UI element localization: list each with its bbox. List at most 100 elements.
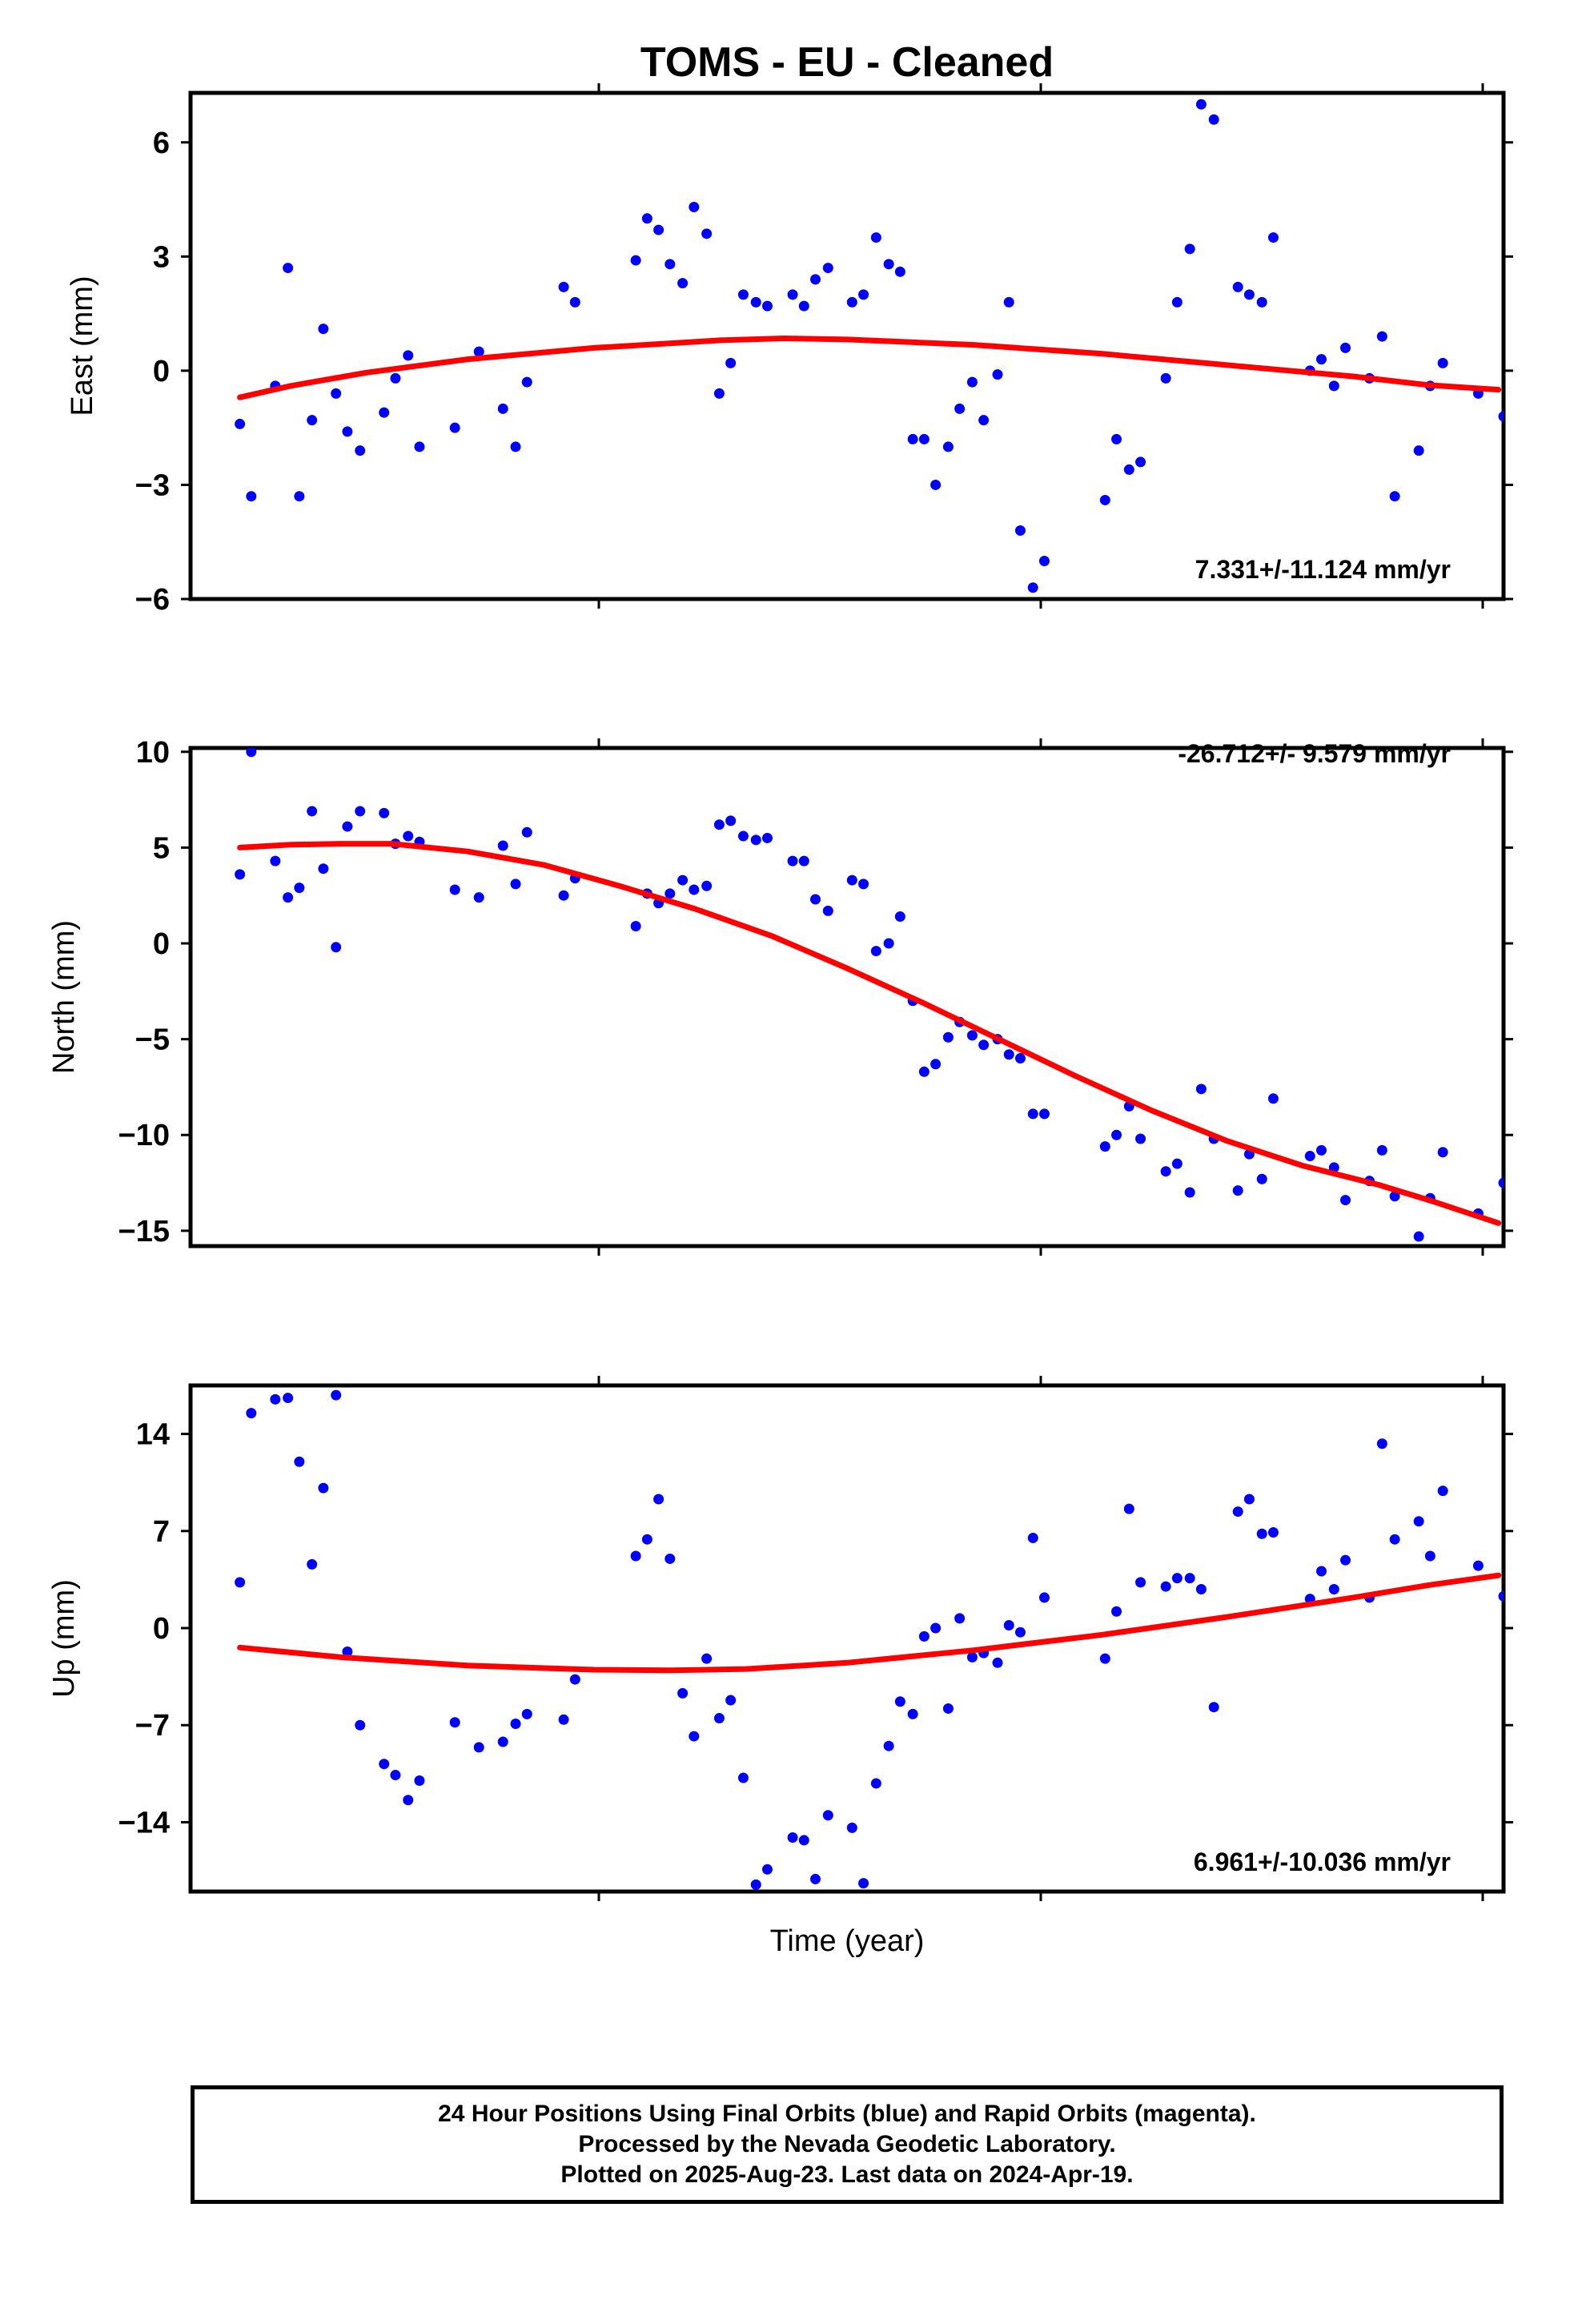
up-data-point (761, 1864, 773, 1875)
north-data-point (510, 879, 521, 890)
east-data-point (1267, 232, 1279, 243)
north-data-point (918, 1066, 930, 1077)
north-data-point (521, 826, 532, 838)
up-data-point (270, 1393, 281, 1405)
north-data-point (894, 911, 905, 923)
east-data-point (978, 415, 990, 426)
up-data-point (497, 1736, 508, 1747)
east-data-point (318, 324, 329, 335)
up-data-point (1195, 1584, 1207, 1595)
east-data-point (918, 433, 930, 444)
up-data-point (1256, 1528, 1267, 1539)
up-data-point (307, 1558, 318, 1570)
up-data-point (992, 1657, 1003, 1668)
up-frame (188, 1383, 1506, 1894)
north-data-point (497, 840, 508, 851)
up-data-point (379, 1759, 390, 1770)
up-data-point (1376, 1438, 1387, 1449)
north-data-point (1267, 1093, 1279, 1104)
east-data-point (1256, 296, 1267, 308)
east-data-point (761, 300, 773, 312)
up-data-point (558, 1714, 569, 1725)
east-data-point (883, 259, 894, 270)
east-data-point (1340, 342, 1351, 353)
up-data-point (1232, 1506, 1243, 1518)
north-data-point (235, 869, 246, 880)
up-data-point (1267, 1527, 1279, 1538)
north-data-point (558, 890, 569, 901)
up-data-point (858, 1878, 869, 1889)
up-panel: 14 7 0 −7 −14 Up (mm) 6.961+/-10.036 mm/yr (47, 1376, 1513, 1901)
up-data-point (1424, 1550, 1435, 1562)
up-data-point (1027, 1532, 1038, 1543)
up-y-tick-label: 14 (136, 1418, 170, 1452)
up-data-point (713, 1713, 725, 1724)
north-data-point (822, 905, 833, 916)
up-data-point (883, 1740, 894, 1751)
north-data-point (1171, 1158, 1182, 1169)
up-data-point (318, 1482, 329, 1494)
up-y-tick-label: −7 (135, 1709, 170, 1743)
up-data-point (870, 1778, 881, 1789)
up-data-point (449, 1717, 460, 1728)
east-data-point (1498, 411, 1504, 422)
up-y-tick-label: −14 (118, 1806, 170, 1839)
up-plot-area (235, 1389, 1504, 1890)
east-fit-curve (237, 336, 1502, 400)
up-data-point (414, 1775, 425, 1786)
east-data-point (677, 278, 689, 289)
east-data-point (497, 403, 508, 414)
east-y-tick-label: 0 (153, 355, 170, 388)
north-data-point (355, 806, 366, 817)
up-data-point (918, 1630, 930, 1642)
north-data-point (331, 942, 342, 953)
up-data-point (342, 1646, 353, 1657)
up-data-point (798, 1835, 809, 1846)
north-data-point (270, 855, 281, 866)
east-data-point (630, 255, 641, 266)
up-data-point (954, 1613, 966, 1624)
north-data-point (689, 884, 700, 895)
north-data-point (1256, 1173, 1267, 1184)
chart-title: TOMS - EU - Cleaned (640, 39, 1054, 86)
north-data-point (379, 807, 390, 818)
east-data-point (1232, 281, 1243, 292)
east-y-tick-label: 6 (153, 127, 170, 160)
up-data-point (665, 1553, 676, 1564)
east-data-point (390, 372, 401, 384)
up-data-point (331, 1389, 342, 1401)
north-data-point (883, 938, 894, 949)
up-data-point (510, 1718, 521, 1729)
east-data-point (1195, 99, 1207, 110)
north-frame (188, 746, 1506, 1248)
up-data-point (1208, 1702, 1219, 1713)
north-data-point (1316, 1144, 1327, 1156)
north-data-point (1099, 1141, 1110, 1152)
north-data-point (1038, 1108, 1050, 1120)
east-data-point (1208, 114, 1219, 125)
up-data-point (1498, 1590, 1504, 1602)
up-y-tick-label: 0 (153, 1612, 170, 1646)
north-data-point (449, 884, 460, 895)
east-data-point (942, 441, 954, 452)
north-data-point (858, 879, 869, 890)
up-y-tick-label: 7 (153, 1515, 170, 1549)
east-data-point (1160, 372, 1171, 384)
north-data-point (677, 875, 689, 886)
north-y-tick-label: 0 (153, 927, 170, 961)
north-data-point (942, 1031, 954, 1043)
up-data-point (907, 1708, 918, 1719)
up-data-point (1014, 1626, 1026, 1638)
east-data-point (521, 376, 532, 388)
up-data-point (1003, 1620, 1014, 1631)
east-panel: 6 3 0 −3 −6 East (mm) 7.331+/-11.124 mm/yr (66, 83, 1513, 617)
up-data-point (355, 1719, 366, 1731)
north-data-point (307, 806, 318, 817)
north-data-point (1184, 1187, 1195, 1198)
east-data-point (653, 224, 665, 235)
east-data-point (966, 376, 978, 388)
east-data-point (1014, 525, 1026, 536)
east-y-axis-label: East (mm) (66, 275, 99, 416)
north-data-point (701, 880, 713, 891)
east-data-point (569, 296, 580, 308)
